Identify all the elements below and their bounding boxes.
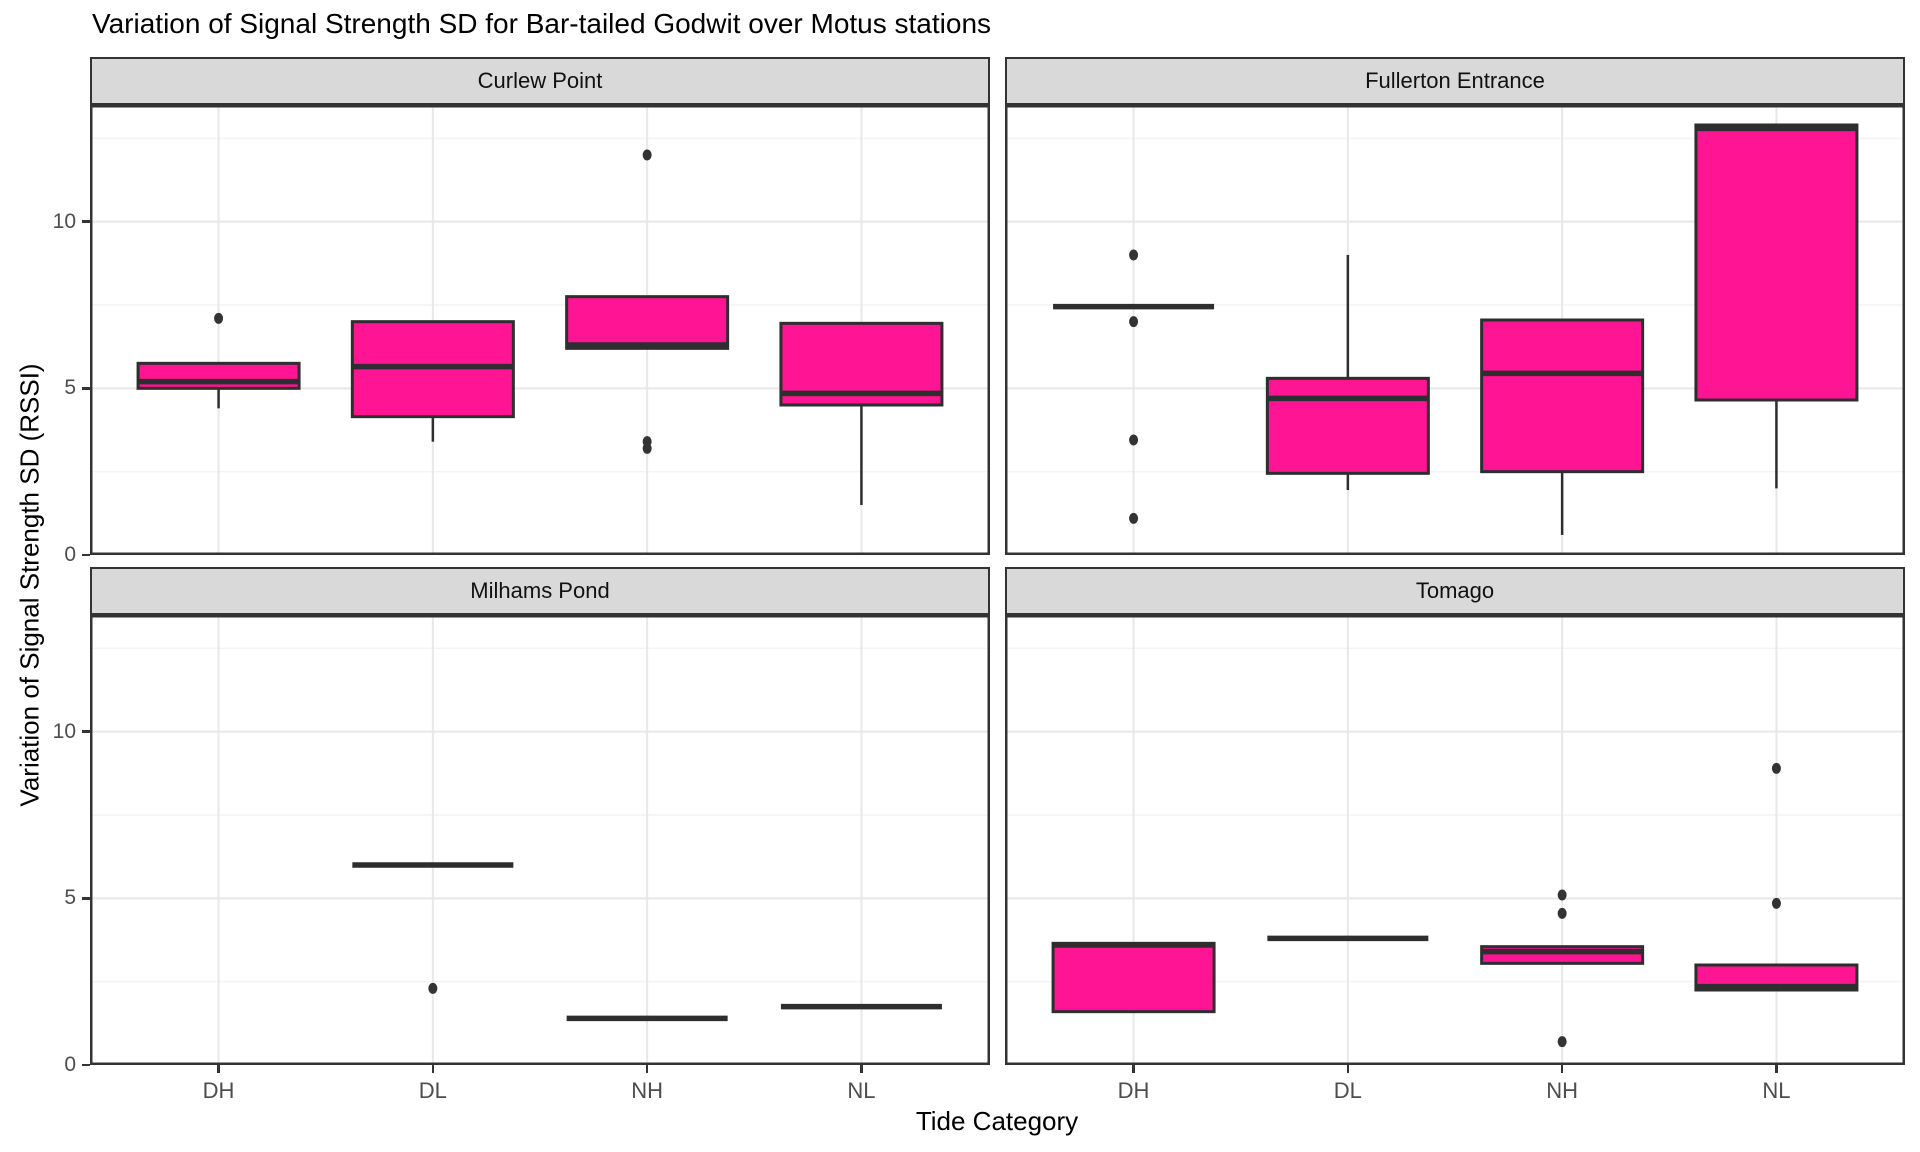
x-tick — [1132, 1065, 1135, 1073]
outlier-point — [1129, 512, 1139, 524]
x-tick — [1560, 1065, 1564, 1073]
panel-border — [1005, 105, 1905, 555]
facet-panel-fullerton-entrance — [1005, 105, 1905, 555]
y-tick-label: 0 — [64, 543, 76, 566]
box-iqr — [1694, 123, 1859, 402]
outlier-point — [1771, 897, 1781, 909]
y-tick — [82, 220, 90, 223]
facet-label: Milhams Pond — [470, 578, 610, 603]
box-iqr — [1480, 318, 1645, 474]
boxplot-dl — [352, 862, 514, 994]
y-tick-label: 10 — [52, 719, 76, 743]
x-tick-label: DL — [418, 1078, 447, 1103]
y-tick — [82, 1063, 90, 1067]
box-iqr — [136, 361, 301, 390]
x-tick — [1346, 1065, 1350, 1073]
y-tick — [82, 553, 90, 557]
x-tick — [217, 1065, 220, 1073]
panel-border — [1005, 615, 1905, 1065]
boxplot-dh — [1051, 941, 1216, 1014]
facet-strip-curlew-point: Curlew Point — [90, 57, 990, 105]
x-axis-title: Tide Category — [915, 1106, 1079, 1136]
x-tick — [645, 1065, 649, 1073]
boxplot-dl — [350, 320, 515, 442]
outlier-point — [1771, 762, 1781, 774]
outlier-point — [1129, 249, 1139, 261]
boxplot-nh — [1480, 889, 1645, 1048]
boxplot-nl — [779, 321, 944, 505]
outlier-point — [214, 312, 224, 324]
x-tick-label: NH — [1546, 1078, 1579, 1103]
boxplot-dh — [136, 312, 301, 409]
outlier-point — [1557, 889, 1567, 901]
boxplot-dl — [1265, 255, 1430, 490]
boxplot-nh — [1480, 318, 1645, 535]
outlier-point — [1557, 1036, 1567, 1048]
y-tick — [82, 897, 90, 900]
facet-strip-tomago: Tomago — [1005, 567, 1905, 615]
boxplot-nl — [1694, 123, 1859, 489]
box-iqr — [565, 295, 730, 350]
outlier-point — [1129, 434, 1139, 446]
y-tick — [82, 387, 90, 390]
y-tick-label: 5 — [64, 376, 76, 400]
x-tick-label: NL — [847, 1078, 876, 1103]
facet-strip-milhams-pond: Milhams Pond — [90, 567, 990, 615]
outlier-point — [642, 149, 652, 161]
outlier-point — [1129, 316, 1139, 328]
panel-border — [90, 615, 990, 1065]
boxplot-nl — [1694, 762, 1859, 992]
facet-panel-milhams-pond — [90, 615, 990, 1065]
box-iqr — [1265, 376, 1430, 475]
facet-strip-fullerton-entrance: Fullerton Entrance — [1005, 57, 1905, 105]
x-tick — [860, 1065, 863, 1073]
boxplot-dh — [1053, 249, 1215, 524]
outlier-point — [642, 442, 652, 454]
outlier-point — [428, 982, 438, 994]
box-iqr — [1051, 941, 1216, 1014]
facet-panel-curlew-point — [90, 105, 990, 555]
x-tick-label: DH — [1117, 1078, 1150, 1103]
y-tick-label: 0 — [64, 1053, 76, 1076]
x-tick-label: NL — [1762, 1078, 1791, 1103]
facet-label: Tomago — [1415, 578, 1495, 603]
y-tick-label: 10 — [52, 209, 76, 233]
facet-panel-tomago — [1005, 615, 1905, 1065]
chart-title: Variation of Signal Strength SD for Bar-… — [92, 8, 992, 39]
y-tick — [82, 730, 90, 733]
facet-label: Fullerton Entrance — [1365, 68, 1545, 93]
x-tick — [1775, 1065, 1778, 1073]
facet-label: Curlew Point — [477, 68, 603, 93]
x-tick-label: DL — [1333, 1078, 1362, 1103]
y-tick-label: 5 — [64, 886, 76, 910]
x-tick — [431, 1065, 435, 1073]
x-tick-label: NH — [631, 1078, 664, 1103]
outlier-point — [1557, 907, 1567, 919]
x-tick-label: DH — [202, 1078, 235, 1103]
boxplot-nh — [565, 149, 730, 454]
panel-border — [90, 105, 990, 555]
